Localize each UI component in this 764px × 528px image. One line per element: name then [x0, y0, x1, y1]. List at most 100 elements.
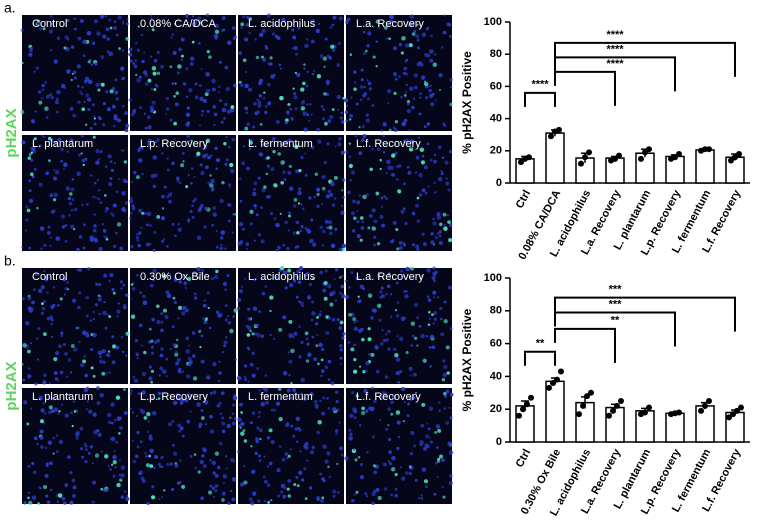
nucleus	[218, 312, 223, 318]
nucleus	[72, 113, 77, 118]
nucleus	[84, 157, 88, 161]
nucleus	[112, 474, 116, 478]
nucleus	[436, 459, 441, 463]
nucleus	[441, 378, 446, 382]
nucleus	[264, 479, 268, 484]
nucleus	[315, 406, 319, 409]
nucleus	[287, 454, 291, 458]
nucleus	[287, 351, 290, 354]
nucleus	[240, 22, 245, 27]
nucleus	[401, 121, 406, 127]
nucleus	[227, 502, 231, 505]
nucleus	[40, 285, 45, 290]
nucleus	[207, 490, 213, 495]
nucleus	[49, 488, 53, 492]
data-point	[548, 133, 554, 140]
nucleus	[207, 307, 210, 310]
nucleus	[80, 447, 84, 451]
nucleus	[403, 139, 407, 143]
nucleus	[192, 199, 196, 203]
image-label: L.a. Recovery	[356, 271, 424, 283]
nucleus	[223, 482, 226, 485]
nucleus	[49, 193, 54, 198]
nucleus	[63, 501, 67, 505]
nucleus	[142, 294, 146, 299]
nucleus	[277, 494, 281, 498]
nucleus	[54, 141, 58, 145]
nucleus	[115, 97, 119, 101]
nucleus	[287, 479, 292, 483]
nucleus	[28, 198, 34, 204]
nucleus	[196, 151, 201, 156]
nucleus	[49, 236, 52, 239]
nucleus	[181, 306, 186, 311]
nucleus	[238, 177, 242, 180]
nucleus	[174, 102, 179, 107]
nucleus	[275, 222, 280, 228]
nucleus	[86, 203, 89, 206]
nucleus	[43, 300, 47, 303]
nucleus	[118, 459, 121, 462]
nucleus	[187, 356, 192, 362]
nucleus	[415, 155, 420, 160]
nucleus	[433, 159, 437, 164]
nucleus	[103, 301, 106, 304]
nucleus	[196, 235, 202, 241]
nucleus	[160, 64, 165, 69]
nucleus	[140, 33, 144, 37]
nucleus	[27, 349, 31, 354]
nucleus	[426, 142, 430, 146]
nucleus	[188, 344, 191, 347]
nucleus	[424, 191, 428, 195]
nucleus	[309, 103, 312, 106]
nucleus	[111, 360, 116, 365]
nucleus	[122, 303, 127, 308]
nucleus	[389, 315, 393, 318]
y-tick-label: 40	[490, 370, 502, 382]
nucleus	[290, 117, 295, 121]
nucleus	[64, 413, 69, 418]
nucleus	[38, 144, 42, 148]
nucleus	[415, 203, 419, 208]
nucleus	[370, 386, 374, 390]
nucleus	[128, 98, 132, 102]
nucleus	[151, 485, 155, 489]
nucleus	[52, 436, 55, 440]
nucleus	[93, 115, 96, 118]
nucleus	[419, 147, 425, 153]
nucleus	[226, 423, 231, 429]
nucleus	[267, 501, 270, 504]
nucleus	[363, 388, 368, 394]
nucleus	[113, 114, 118, 118]
nucleus	[43, 373, 47, 377]
nucleus	[188, 139, 191, 142]
nucleus	[393, 143, 397, 146]
significance-bracket	[554, 327, 616, 363]
nucleus	[187, 218, 191, 222]
nucleus	[186, 419, 191, 424]
nucleus	[240, 482, 245, 487]
nucleus	[206, 109, 210, 113]
nucleus	[310, 450, 314, 455]
nucleus	[165, 357, 169, 361]
nucleus	[448, 406, 451, 409]
nucleus	[34, 110, 37, 113]
nucleus	[413, 372, 417, 377]
nucleus	[43, 394, 47, 397]
nucleus	[163, 185, 167, 189]
nucleus	[304, 43, 309, 49]
nucleus	[141, 59, 145, 64]
nucleus	[254, 38, 257, 41]
nucleus	[30, 151, 33, 155]
nucleus	[279, 212, 282, 215]
nucleus	[334, 145, 337, 148]
nucleus	[195, 272, 198, 276]
nucleus	[359, 284, 365, 289]
nucleus	[188, 87, 193, 93]
nucleus	[336, 408, 340, 412]
image-label: L.p. Recovery	[140, 391, 208, 403]
nucleus	[345, 20, 349, 24]
nucleus	[325, 79, 331, 84]
image-label: L. plantarum	[32, 391, 93, 403]
nucleus	[173, 94, 176, 98]
